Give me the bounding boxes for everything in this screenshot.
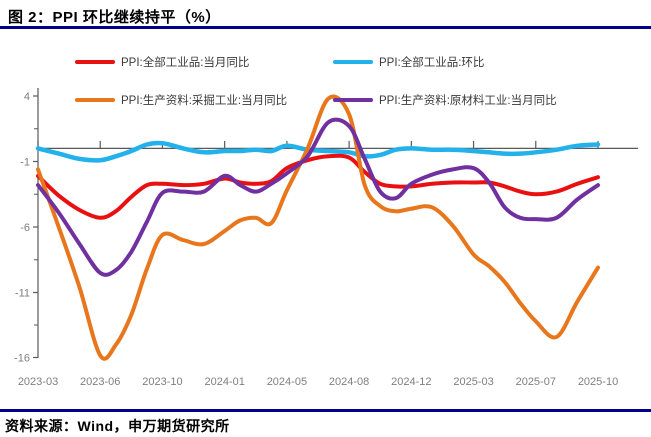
legend-swatch-cyan: [333, 59, 373, 65]
svg-text:2025-07: 2025-07: [516, 376, 556, 388]
legend-label: PPI:生产资料:原材料工业:当月同比: [379, 95, 557, 107]
legend-swatch-red: [75, 59, 115, 65]
legend-label: PPI:全部工业品:当月同比: [121, 57, 250, 69]
svg-text:-1: -1: [20, 157, 30, 169]
legend-label: PPI:生产资料:采掘工业:当月同比: [121, 95, 288, 107]
svg-text:2023-10: 2023-10: [142, 376, 182, 388]
page-title: 图 2：PPI 环比继续持平（%）: [8, 9, 221, 26]
svg-text:2024-01: 2024-01: [204, 376, 244, 388]
source-note-bar: 资料来源：Wind，申万期货研究所: [0, 409, 651, 437]
svg-text:2023-06: 2023-06: [80, 376, 120, 388]
svg-text:-16: -16: [14, 353, 30, 365]
svg-text:2025-10: 2025-10: [578, 376, 618, 388]
source-note: 资料来源：Wind，申万期货研究所: [5, 418, 230, 434]
svg-text:2024-08: 2024-08: [329, 376, 369, 388]
legend-item-mining-yoy: PPI:生产资料:采掘工业:当月同比: [75, 92, 287, 108]
svg-text:2024-05: 2024-05: [267, 376, 307, 388]
svg-text:2025-03: 2025-03: [453, 376, 493, 388]
svg-text:2023-03: 2023-03: [18, 376, 58, 388]
svg-text:4: 4: [24, 91, 30, 103]
legend-swatch-orange: [75, 97, 115, 103]
page-title-bar: 图 2：PPI 环比继续持平（%）: [0, 0, 651, 29]
legend-item-ppi-all-mom: PPI:全部工业品:环比: [333, 54, 484, 70]
legend-label: PPI:全部工业品:环比: [379, 57, 485, 69]
svg-text:-11: -11: [15, 288, 30, 300]
svg-text:2024-12: 2024-12: [391, 376, 431, 388]
legend-item-ppi-all-yoy: PPI:全部工业品:当月同比: [75, 54, 249, 70]
svg-text:-6: -6: [20, 222, 30, 234]
legend-item-rawmaterial-yoy: PPI:生产资料:原材料工业:当月同比: [333, 92, 557, 108]
legend-swatch-purple: [333, 97, 373, 103]
